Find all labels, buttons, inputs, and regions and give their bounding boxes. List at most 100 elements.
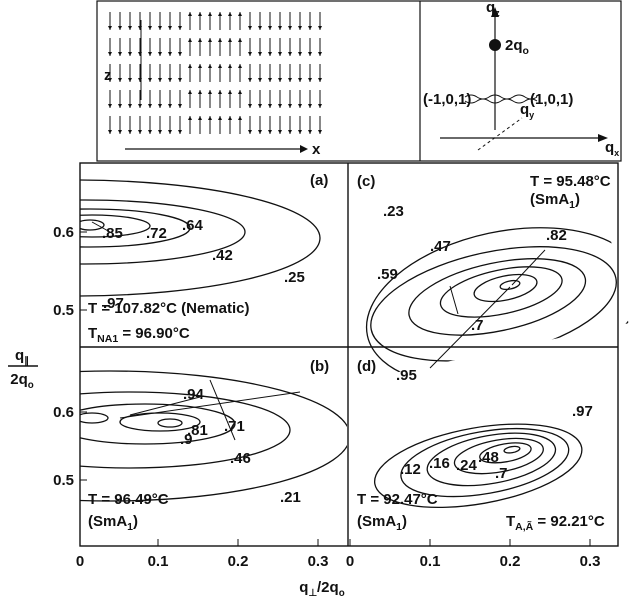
inset-frame (97, 1, 621, 161)
panel-note: TA,Ã = 92.21°C (506, 513, 605, 533)
arrowhead (138, 104, 142, 108)
arrowhead (108, 104, 112, 108)
x-axis-label: q⊥/2qo (299, 579, 344, 596)
text-part: 2q (505, 37, 523, 54)
arrowhead (288, 26, 292, 30)
arrowhead (178, 26, 182, 30)
panel-note: T = 95.48°C (530, 173, 611, 190)
arrowhead (118, 104, 122, 108)
arrowhead (238, 12, 242, 16)
contour-label: .48 (478, 449, 499, 466)
contour-label: .12 (400, 461, 421, 478)
arrowhead (308, 130, 312, 134)
arrowhead (168, 78, 172, 82)
y-tick-label: 0.5 (53, 302, 74, 319)
contour-label: .85 (102, 225, 123, 242)
arrowhead (308, 104, 312, 108)
text-part: (1,0,1) (530, 91, 573, 108)
panel-note: T = 96.49°C (88, 491, 169, 508)
arrowhead (268, 130, 272, 134)
arrowhead (298, 26, 302, 30)
arrowhead (188, 64, 192, 68)
arrowhead (248, 26, 252, 30)
text-part: T = 96.49°C (88, 491, 169, 508)
arrowhead (258, 78, 262, 82)
arrowhead (218, 12, 222, 16)
text-part: ) (575, 191, 580, 208)
arrowhead (288, 130, 292, 134)
arrowhead (308, 26, 312, 30)
text-part: T = 95.48°C (530, 173, 611, 190)
arrowhead (148, 52, 152, 56)
figure: zxqz2qo(-1,0,1)(1,0,1)qyqx(a).85.72.64.4… (0, 0, 631, 596)
contour-label: .24 (456, 457, 478, 474)
arrowhead (128, 130, 132, 134)
contour-label: .71 (224, 418, 245, 435)
text-part: (-1,0,1) (423, 91, 471, 108)
text-part: q (486, 0, 495, 16)
text-part: T (88, 325, 97, 342)
qy-axis (478, 118, 522, 150)
arrowhead (158, 104, 162, 108)
arrowhead (188, 12, 192, 16)
arrowhead (228, 38, 232, 42)
contour-label: .23 (383, 203, 404, 220)
arrowhead (238, 90, 242, 94)
arrowhead (108, 130, 112, 134)
arrowhead (128, 104, 132, 108)
contour (499, 279, 520, 291)
arrowhead (108, 26, 112, 30)
inset (108, 7, 608, 153)
x-tick-label: 0.1 (420, 553, 441, 570)
text-part: x (312, 141, 321, 158)
arrowhead (288, 104, 292, 108)
arrowhead (258, 104, 262, 108)
arrowhead (148, 130, 152, 134)
arrowhead (188, 116, 192, 120)
contour (158, 419, 182, 427)
contour-label: .16 (429, 455, 450, 472)
contour-label: .7 (471, 317, 484, 334)
arrowhead (148, 78, 152, 82)
arrowhead (278, 78, 282, 82)
text-part: A,Ã (515, 520, 534, 533)
x-tick-label: 0 (346, 553, 354, 570)
panel-label: (a) (310, 172, 328, 189)
arrowhead (188, 90, 192, 94)
contour-label: .21 (280, 489, 301, 506)
text-part: T = 107.82°C (Nematic) (88, 300, 249, 317)
arrowhead (168, 52, 172, 56)
text-part: (SmA (88, 513, 127, 530)
arrowhead (168, 104, 172, 108)
arrowhead (238, 64, 242, 68)
arrowhead (278, 52, 282, 56)
arrowhead (298, 52, 302, 56)
text-part: ) (402, 513, 407, 530)
contour-label: .64 (182, 217, 204, 234)
arrowhead (228, 12, 232, 16)
text-part: o (523, 45, 529, 57)
arrowhead (248, 78, 252, 82)
arrowhead (158, 52, 162, 56)
arrowhead (218, 90, 222, 94)
panel-label: (b) (310, 358, 329, 375)
contour-label: .42 (212, 247, 233, 264)
arrowhead (248, 104, 252, 108)
text-part: z (495, 8, 500, 18)
contour-label: .72 (146, 225, 167, 242)
inset-label: (-1,0,1) (423, 91, 471, 108)
arrowhead (188, 38, 192, 42)
contour-label: .25 (284, 269, 305, 286)
contour (76, 413, 108, 423)
arrowhead (198, 38, 202, 42)
arrowhead (228, 116, 232, 120)
arrowhead (268, 26, 272, 30)
arrowhead (318, 104, 322, 108)
arrowhead (318, 78, 322, 82)
arrowhead (308, 78, 312, 82)
text-part: o (339, 588, 345, 596)
arrowhead (138, 130, 142, 134)
arrowhead (178, 78, 182, 82)
contour-label: .82 (546, 227, 567, 244)
text-part: 2q (10, 371, 28, 388)
